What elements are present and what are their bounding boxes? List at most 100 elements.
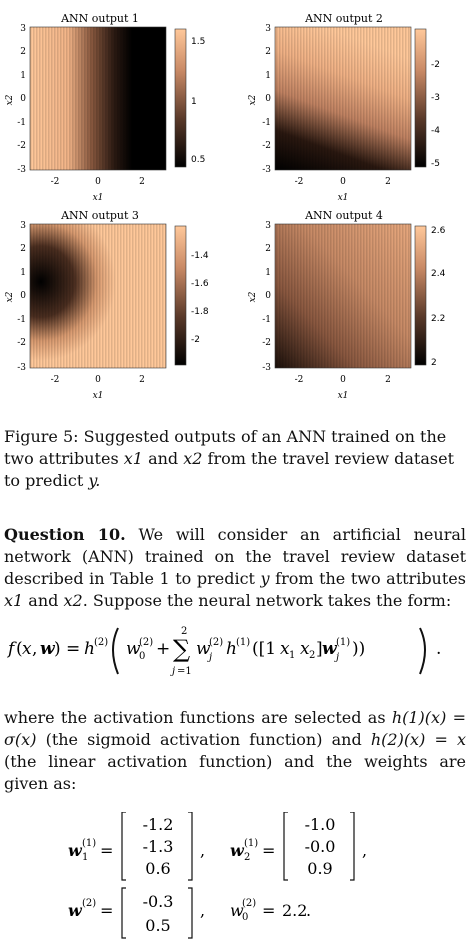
activation-h1: h(1)(x) = σ(x) xyxy=(4,708,466,749)
svg-text:2: 2 xyxy=(244,852,250,863)
p4-y-tick: -2 xyxy=(262,338,271,348)
question-x2: x2 xyxy=(63,591,83,610)
svg-text:w: w xyxy=(230,901,244,920)
p1-y-tick: 1 xyxy=(20,71,26,81)
activation-text-c: (the linear activation function) and the… xyxy=(4,752,466,793)
svg-text:f: f xyxy=(6,639,17,659)
p2-x-tick: 2 xyxy=(385,177,391,187)
ann-output-figure: ANN output 1 1.5 1 0.5 3 2 1 0 -1 -2 -3 … xyxy=(0,0,470,410)
p2-cb-tick: -4 xyxy=(431,126,440,136)
panel-4-title: ANN output 4 xyxy=(304,209,383,222)
svg-text:x: x xyxy=(280,639,290,659)
svg-text:+: + xyxy=(156,639,170,659)
p1-y-tick: -2 xyxy=(17,141,26,151)
activation-description: where the activation functions are selec… xyxy=(4,707,466,795)
question-text-c: and xyxy=(28,591,59,610)
activation-text-a: where the activation functions are selec… xyxy=(4,708,386,727)
svg-text:(1): (1) xyxy=(244,838,258,849)
caption-x1: x1 xyxy=(123,449,143,468)
caption-text-b: and xyxy=(148,449,179,468)
svg-text:(1): (1) xyxy=(82,838,96,849)
p1-y-tick: 0 xyxy=(20,94,26,104)
svg-text:(: ( xyxy=(16,639,23,659)
panel-4: ANN output 4 2.6 2.4 2.2 2 3 2 1 0 -1 -2… xyxy=(248,209,446,401)
p4-y-tick: 2 xyxy=(265,244,271,254)
p2-y-tick: 0 xyxy=(265,94,271,104)
p3-cb-tick: -2 xyxy=(191,335,200,345)
p3-x-tick: 0 xyxy=(95,375,101,385)
p1-y-tick: -3 xyxy=(17,165,26,175)
p2-x-tick: 0 xyxy=(340,177,346,187)
svg-text:)): )) xyxy=(352,639,365,659)
p3-x-tick: 2 xyxy=(139,375,145,385)
svg-text:w: w xyxy=(322,639,338,659)
p2-cb-tick: -5 xyxy=(431,159,440,169)
p1-xlabel: x1 xyxy=(93,193,104,203)
svg-text:h: h xyxy=(226,639,237,659)
panel-1-title: ANN output 1 xyxy=(60,12,139,25)
svg-text:∑: ∑ xyxy=(173,635,190,663)
svg-text:,: , xyxy=(32,639,37,659)
svg-text:2: 2 xyxy=(181,626,187,637)
p4-y-tick: 1 xyxy=(265,268,271,278)
network-equation: f ( x , w ) = h (2) w 0 (2) + ∑ 2 j =1 w… xyxy=(4,616,466,680)
p4-cb-tick: 2.4 xyxy=(431,269,446,279)
p2-ylabel: x2 xyxy=(248,94,258,105)
svg-text:.: . xyxy=(306,901,311,920)
p3-y-tick: 2 xyxy=(20,244,26,254)
svg-text:1: 1 xyxy=(82,852,88,863)
p3-cb-tick: -1.8 xyxy=(191,307,209,317)
svg-text:=: = xyxy=(262,901,275,920)
p4-cb-tick: 2 xyxy=(431,358,437,368)
svg-text:x: x xyxy=(300,639,310,659)
p4-ylabel: x2 xyxy=(248,291,258,302)
p2-cb-tick: -2 xyxy=(431,60,440,70)
p2-y-tick: 3 xyxy=(265,24,271,34)
question-x1: x1 xyxy=(4,591,24,610)
svg-text:(2): (2) xyxy=(139,637,153,648)
w2-2: 0.9 xyxy=(307,859,332,878)
svg-text:j: j xyxy=(170,666,175,677)
figure-caption: Figure 5: Suggested outputs of an ANN tr… xyxy=(4,426,466,492)
w2-1: -0.0 xyxy=(305,837,336,856)
w0-value: 2.2 xyxy=(282,901,307,920)
p4-x-tick: 0 xyxy=(340,375,346,385)
p2-y-tick: -3 xyxy=(262,165,271,175)
p4-x-tick: -2 xyxy=(295,375,304,385)
w-out-1: 0.5 xyxy=(145,916,170,935)
panel-2-title: ANN output 2 xyxy=(304,12,383,25)
w1-2: 0.6 xyxy=(145,859,170,878)
svg-text:.: . xyxy=(436,639,441,659)
p3-y-tick: -1 xyxy=(17,315,26,325)
p2-cb-tick: -3 xyxy=(431,93,440,103)
p3-y-tick: 1 xyxy=(20,268,26,278)
question-y: y xyxy=(260,569,270,588)
caption-x2: x2 xyxy=(183,449,203,468)
svg-text:w: w xyxy=(230,841,245,860)
panel-1: ANN output 1 1.5 1 0.5 3 2 1 0 -1 -2 -3 … xyxy=(5,12,205,203)
p4-y-tick: 0 xyxy=(265,291,271,301)
p2-y-tick: 2 xyxy=(265,47,271,57)
caption-y: y. xyxy=(88,471,101,490)
p1-cb-tick: 0.5 xyxy=(191,155,205,165)
p4-y-tick: -1 xyxy=(262,315,271,325)
p2-x-tick: -2 xyxy=(295,177,304,187)
p1-y-tick: 2 xyxy=(20,47,26,57)
w1-1: -1.3 xyxy=(143,837,174,856)
question-text-d: . Suppose the neural network takes the f… xyxy=(82,591,452,610)
caption-text-a: Suggested outputs of an ANN trained on t… xyxy=(4,427,447,468)
activation-text-b: (the sigmoid activation function) and xyxy=(45,730,362,749)
question-text-a: We will consider an artificial neural ne… xyxy=(4,525,466,588)
p2-y-tick: -1 xyxy=(262,118,271,128)
activation-h2: h(2)(x) = x xyxy=(370,730,467,749)
p2-y-tick: 1 xyxy=(265,71,271,81)
p1-ylabel: x2 xyxy=(5,94,15,105)
p2-xlabel: x1 xyxy=(338,193,349,203)
svg-text:=: = xyxy=(100,901,113,920)
svg-text:w: w xyxy=(126,639,141,659)
w2-0: -1.0 xyxy=(305,815,336,834)
p1-x-tick: -2 xyxy=(51,177,60,187)
p1-cb-tick: 1.5 xyxy=(191,37,205,47)
svg-text:(2): (2) xyxy=(82,898,96,909)
svg-text:) =: ) = xyxy=(54,639,80,659)
